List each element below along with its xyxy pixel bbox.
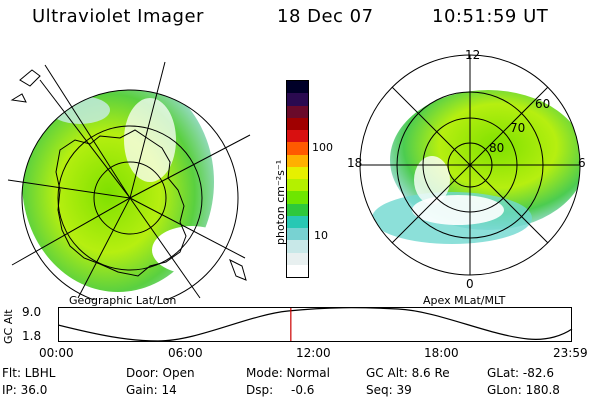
colorbar-band (287, 215, 308, 228)
colorbar-band (287, 240, 308, 253)
colorbar-band (287, 203, 308, 216)
date-label: 18 Dec 07 (277, 6, 374, 27)
colorbar-band (287, 130, 308, 143)
apex-panel-caption: Apex MLat/MLT (423, 294, 506, 307)
antarctica-coastline (55, 129, 187, 277)
orbit-altitude-timeline (58, 307, 573, 342)
colorbar-unit-label: photon cm⁻²s⁻¹ (274, 159, 287, 245)
mlt-label-0: 0 (466, 277, 474, 291)
time-tick-1800: 18:00 (424, 346, 459, 360)
colorbar-tick-10: 10 (314, 229, 328, 242)
glon-status: GLon: 180.8 (487, 383, 560, 397)
time-label: 10:51:59 UT (432, 6, 549, 27)
filter-status: Flt: LBHL (2, 366, 56, 380)
gc-alt-status: GC Alt: 8.6 Re (366, 366, 450, 380)
colorbar (286, 80, 309, 278)
colorbar-band (287, 191, 308, 204)
colorbar-band (287, 154, 308, 167)
ip-status: IP: 36.0 (2, 383, 48, 397)
seq-status: Seq: 39 (366, 383, 412, 397)
door-status: Door: Open (126, 366, 195, 380)
mlt-label-12: 12 (465, 48, 481, 62)
colorbar-band (287, 252, 308, 265)
time-tick-2359: 23:59 (553, 346, 588, 360)
colorbar-band (287, 117, 308, 130)
colorbar-tick-100: 100 (312, 141, 333, 154)
mode-status: Mode: Normal (246, 366, 330, 380)
colorbar-band (287, 142, 308, 155)
time-tick-1200: 12:00 (296, 346, 331, 360)
glat-status: GLat: -82.6 (487, 366, 554, 380)
geo-panel-caption: Geographic Lat/Lon (69, 294, 177, 307)
dsp-label: Dsp: (246, 383, 274, 397)
mlat-label-70: 70 (510, 121, 526, 135)
mlt-label-18: 18 (347, 156, 363, 170)
time-tick-0600: 06:00 (168, 346, 203, 360)
colorbar-band (287, 228, 308, 241)
colorbar-band (287, 166, 308, 179)
colorbar-band (287, 105, 308, 118)
instrument-title: Ultraviolet Imager (32, 6, 204, 27)
gain-status: Gain: 14 (126, 383, 177, 397)
colorbar-band (287, 81, 308, 94)
time-tick-0000: 00:00 (39, 346, 74, 360)
mlt-label-6: 6 (578, 156, 586, 170)
colorbar-band (287, 93, 308, 106)
colorbar-band (287, 179, 308, 192)
dsp-value: -0.6 (291, 383, 315, 397)
landmass-outlines (10, 69, 247, 281)
gc-alt-tick-min: 1.8 (22, 329, 42, 343)
geographic-map (7, 61, 251, 300)
gc-alt-tick-max: 9.0 (22, 305, 42, 319)
geo-grid (7, 61, 251, 300)
colorbar-band (287, 264, 308, 277)
apex-grid (359, 54, 581, 276)
mlat-label-60: 60 (535, 97, 551, 111)
mlat-label-80: 80 (489, 141, 505, 155)
gc-alt-axis-label: GC Alt (2, 309, 15, 344)
apex-mlat-mlt-map (359, 54, 581, 276)
altitude-curve (58, 307, 573, 342)
